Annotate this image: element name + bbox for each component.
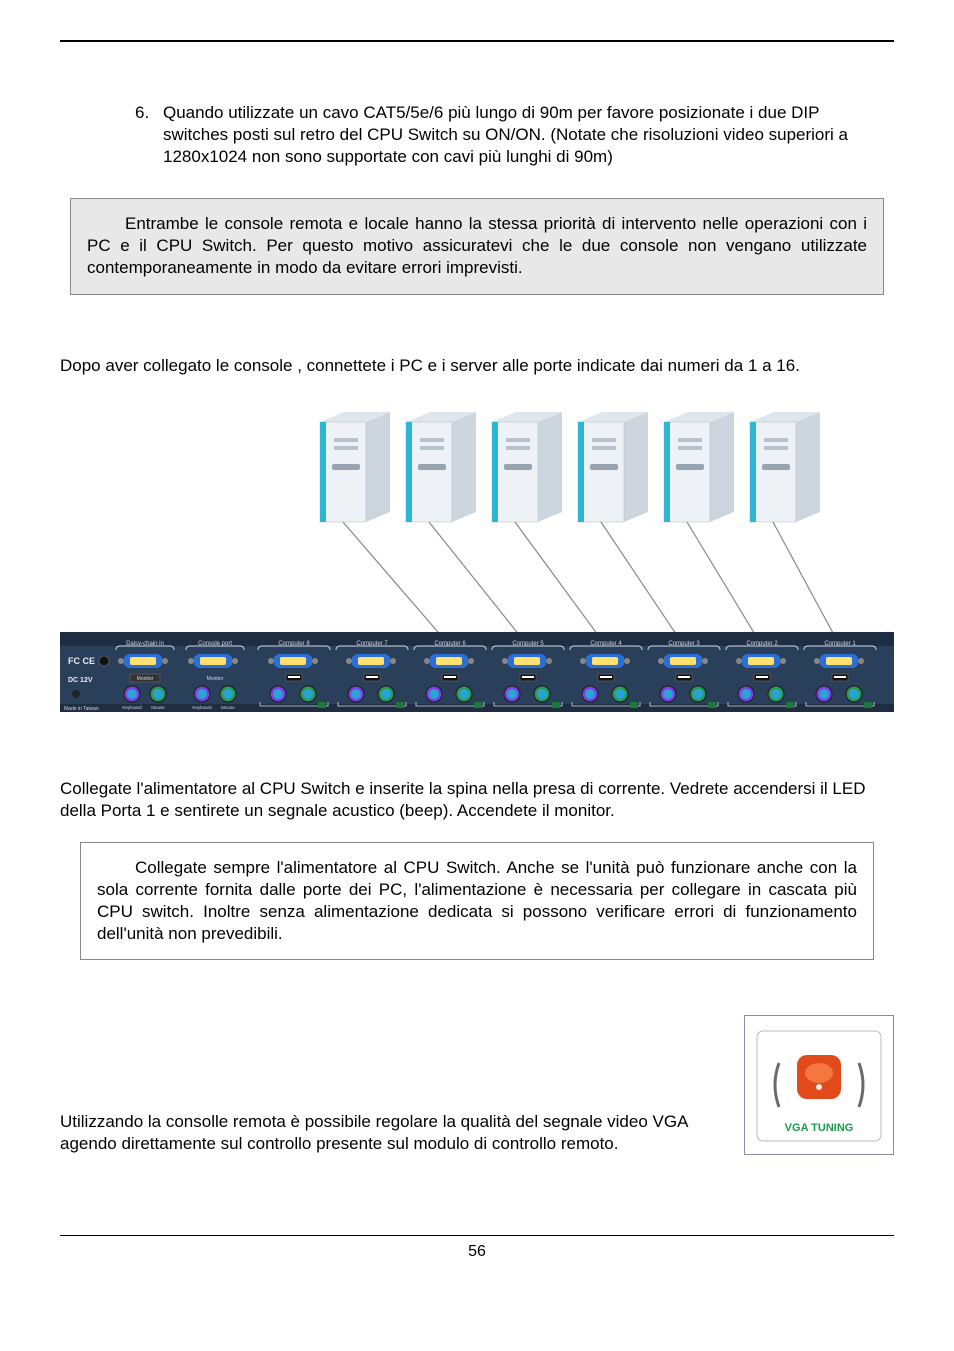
list-number: 6. (135, 102, 163, 168)
paragraph-tuning: Utilizzando la consolle remota è possibi… (60, 1111, 724, 1155)
list-text: Quando utilizzate un cavo CAT5/5e/6 più … (163, 102, 874, 168)
svg-text:Console port: Console port (198, 641, 232, 647)
note-text: Collegate sempre l'alimentatore al CPU S… (97, 857, 857, 945)
paragraph-power: Collegate l'alimentatore al CPU Switch e… (60, 778, 894, 822)
svg-text:Made in Taiwan: Made in Taiwan (64, 706, 99, 712)
note-box-consoles: Entrambe le console remota e locale hann… (70, 198, 884, 294)
paragraph-connect: Dopo aver collegato le console , connett… (60, 355, 894, 377)
note-text: Entrambe le console remota e locale hann… (87, 213, 867, 279)
diagram-svg: FC CE DC 12V Made in Taiwan Daisy-chain in M… (60, 412, 894, 722)
page-number: 56 (468, 1243, 486, 1260)
tuning-svg: VGA TUNING (749, 1023, 889, 1148)
svg-text:Computer 1: Computer 1 (824, 641, 856, 647)
numbered-list-item: 6. Quando utilizzate un cavo CAT5/5e/6 p… (135, 102, 874, 168)
tuning-label: VGA TUNING (785, 1122, 854, 1134)
svg-text:Monitor: Monitor (137, 676, 154, 682)
svg-text:Computer 7: Computer 7 (356, 641, 388, 647)
svg-text:Daisy-chain in: Daisy-chain in (126, 641, 164, 647)
svg-text:Computer 4: Computer 4 (590, 641, 622, 647)
svg-text:Keyboard: Keyboard (122, 705, 142, 710)
svg-text:Mouse: Mouse (151, 705, 165, 710)
vga-tuning-module: VGA TUNING (744, 1015, 894, 1155)
svg-text:Computer 2: Computer 2 (746, 641, 778, 647)
page-footer: 56 (60, 1235, 894, 1263)
svg-text:Computer 8: Computer 8 (278, 641, 310, 647)
svg-text:FC CE: FC CE (68, 656, 95, 666)
svg-text:Monitor: Monitor (207, 676, 224, 682)
note-box-power: Collegate sempre l'alimentatore al CPU S… (80, 842, 874, 960)
svg-text:Mouse: Mouse (221, 705, 235, 710)
svg-text:DC 12V: DC 12V (68, 677, 93, 684)
svg-text:Computer 3: Computer 3 (668, 641, 700, 647)
svg-text:Computer 6: Computer 6 (434, 641, 466, 647)
svg-text:Computer 5: Computer 5 (512, 641, 544, 647)
svg-text:Keyboard: Keyboard (192, 705, 212, 710)
connection-diagram: FC CE DC 12V Made in Taiwan Daisy-chain in M… (60, 412, 894, 728)
